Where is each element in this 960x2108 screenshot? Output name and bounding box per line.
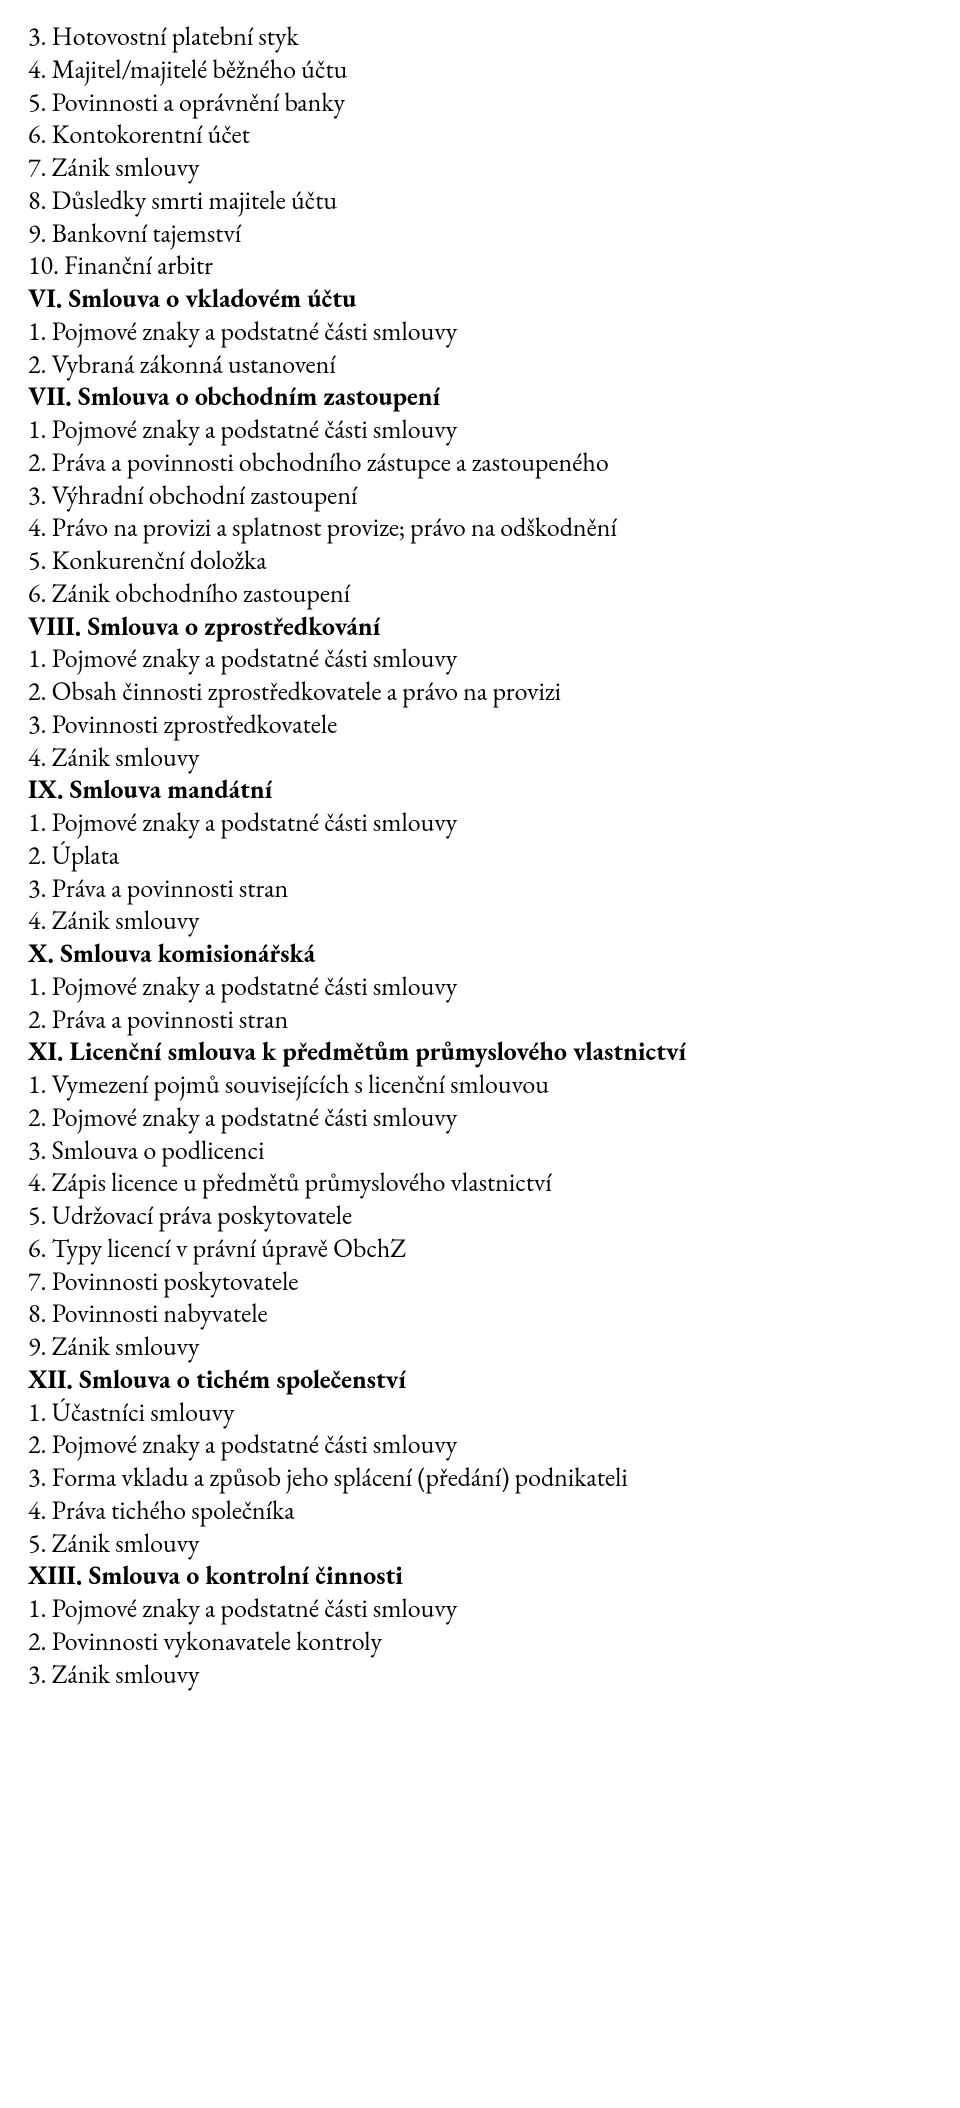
outline-item: 5. Udržovací práva poskytovatele (28, 1199, 932, 1232)
outline-item: 4. Majitel/majitelé běžného účtu (28, 53, 932, 86)
outline-item: 4. Zánik smlouvy (28, 741, 932, 774)
outline-item: 4. Právo na provizi a splatnost provize;… (28, 511, 932, 544)
outline-item: 1. Vymezení pojmů souvisejících s licenč… (28, 1068, 932, 1101)
outline-item: 4. Práva tichého společníka (28, 1494, 932, 1527)
outline-item: 1. Pojmové znaky a podstatné části smlou… (28, 642, 932, 675)
outline-item: 4. Zánik smlouvy (28, 904, 932, 937)
outline-item: 3. Povinnosti zprostředkovatele (28, 708, 932, 741)
outline-item: 2. Práva a povinnosti stran (28, 1003, 932, 1036)
outline-item: 6. Kontokorentní účet (28, 118, 932, 151)
outline-item: 6. Zánik obchodního zastoupení (28, 577, 932, 610)
outline-item: 3. Práva a povinnosti stran (28, 872, 932, 905)
outline-item: 2. Vybraná zákonná ustanovení (28, 348, 932, 381)
outline-item: 3. Forma vkladu a způsob jeho splácení (… (28, 1461, 932, 1494)
outline-item: 3. Výhradní obchodní zastoupení (28, 479, 932, 512)
outline-item: 8. Povinnosti nabyvatele (28, 1297, 932, 1330)
outline-item: 2. Úplata (28, 839, 932, 872)
document-body: 3. Hotovostní platební styk4. Majitel/ma… (28, 20, 932, 1690)
outline-item: 5. Zánik smlouvy (28, 1527, 932, 1560)
outline-item: 8. Důsledky smrti majitele účtu (28, 184, 932, 217)
section-heading: VII. Smlouva o obchodním zastoupení (28, 380, 932, 413)
outline-item: 2. Práva a povinnosti obchodního zástupc… (28, 446, 932, 479)
outline-item: 1. Účastníci smlouvy (28, 1396, 932, 1429)
outline-item: 9. Zánik smlouvy (28, 1330, 932, 1363)
outline-item: 4. Zápis licence u předmětů průmyslového… (28, 1166, 932, 1199)
outline-item: 9. Bankovní tajemství (28, 217, 932, 250)
section-heading: XI. Licenční smlouva k předmětům průmysl… (28, 1035, 932, 1068)
outline-item: 1. Pojmové znaky a podstatné části smlou… (28, 806, 932, 839)
outline-item: 5. Povinnosti a oprávnění banky (28, 86, 932, 119)
outline-item: 5. Konkurenční doložka (28, 544, 932, 577)
outline-item: 1. Pojmové znaky a podstatné části smlou… (28, 413, 932, 446)
outline-item: 2. Povinnosti vykonavatele kontroly (28, 1625, 932, 1658)
section-heading: IX. Smlouva mandátní (28, 773, 932, 806)
section-heading: VI. Smlouva o vkladovém účtu (28, 282, 932, 315)
section-heading: X. Smlouva komisionářská (28, 937, 932, 970)
outline-item: 7. Zánik smlouvy (28, 151, 932, 184)
outline-item: 3. Smlouva o podlicenci (28, 1134, 932, 1167)
outline-item: 6. Typy licencí v právní úpravě ObchZ (28, 1232, 932, 1265)
outline-item: 1. Pojmové znaky a podstatné části smlou… (28, 315, 932, 348)
section-heading: VIII. Smlouva o zprostředkování (28, 610, 932, 643)
outline-item: 2. Pojmové znaky a podstatné části smlou… (28, 1101, 932, 1134)
outline-item: 1. Pojmové znaky a podstatné části smlou… (28, 970, 932, 1003)
outline-item: 10. Finanční arbitr (28, 249, 932, 282)
outline-item: 1. Pojmové znaky a podstatné části smlou… (28, 1592, 932, 1625)
section-heading: XII. Smlouva o tichém společenství (28, 1363, 932, 1396)
outline-item: 3. Hotovostní platební styk (28, 20, 932, 53)
outline-item: 2. Pojmové znaky a podstatné části smlou… (28, 1428, 932, 1461)
outline-item: 2. Obsah činnosti zprostředkovatele a pr… (28, 675, 932, 708)
section-heading: XIII. Smlouva o kontrolní činnosti (28, 1559, 932, 1592)
outline-item: 3. Zánik smlouvy (28, 1658, 932, 1691)
outline-item: 7. Povinnosti poskytovatele (28, 1265, 932, 1298)
